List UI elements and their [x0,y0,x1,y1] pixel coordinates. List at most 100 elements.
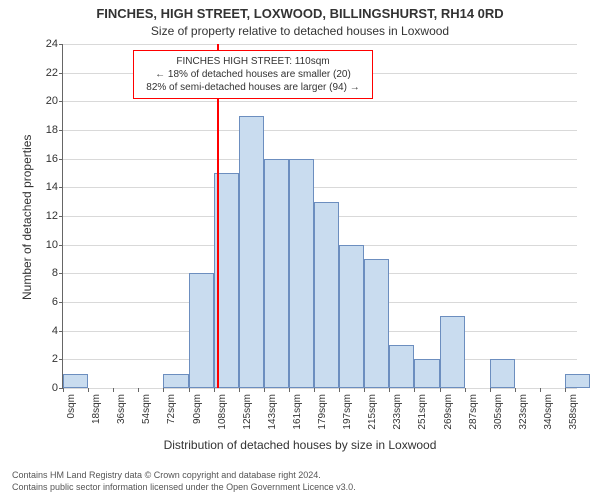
histogram-bar [565,374,590,388]
ytick-mark [59,245,63,246]
xtick-mark [163,388,164,392]
ytick-mark [59,331,63,332]
ytick-label: 20 [46,95,58,107]
xtick-label: 323sqm [518,394,529,430]
histogram-bar [339,245,364,388]
xtick-mark [389,388,390,392]
xtick-mark [339,388,340,392]
xtick-label: 269sqm [443,394,454,430]
xtick-label: 251sqm [417,394,428,430]
xtick-mark [113,388,114,392]
ytick-label: 4 [52,325,58,337]
annotation-line: FINCHES HIGH STREET: 110sqm [142,55,364,68]
histogram-bar [289,159,314,388]
xtick-label: 340sqm [543,394,554,430]
xtick-mark [214,388,215,392]
ytick-label: 0 [52,382,58,394]
ytick-label: 6 [52,296,58,308]
histogram-bar [163,374,188,388]
gridline-h [63,388,577,389]
ytick-label: 8 [52,267,58,279]
ytick-label: 18 [46,124,58,136]
gridline-h [63,101,577,102]
chart-title-line1: FINCHES, HIGH STREET, LOXWOOD, BILLINGSH… [0,6,600,21]
annotation-line: ← 18% of detached houses are smaller (20… [142,68,364,81]
annotation-line: 82% of semi-detached houses are larger (… [142,81,364,94]
xtick-mark [314,388,315,392]
xtick-label: 125sqm [242,394,253,430]
histogram-bar [389,345,414,388]
chart-container: FINCHES, HIGH STREET, LOXWOOD, BILLINGSH… [0,0,600,500]
xtick-mark [540,388,541,392]
xtick-mark [63,388,64,392]
xtick-label: 179sqm [317,394,328,430]
xtick-mark [515,388,516,392]
ytick-mark [59,101,63,102]
footer-line2: Contains public sector information licen… [12,482,588,494]
xtick-label: 54sqm [141,394,152,424]
xtick-label: 358sqm [568,394,579,430]
histogram-bar [264,159,289,388]
xtick-mark [289,388,290,392]
xtick-label: 197sqm [342,394,353,430]
xtick-label: 108sqm [217,394,228,430]
xtick-mark [88,388,89,392]
histogram-bar [440,316,465,388]
xtick-mark [465,388,466,392]
ytick-mark [59,216,63,217]
xtick-mark [440,388,441,392]
ytick-label: 14 [46,181,58,193]
x-axis-label: Distribution of detached houses by size … [0,438,600,452]
ytick-mark [59,359,63,360]
xtick-label: 305sqm [493,394,504,430]
xtick-label: 233sqm [392,394,403,430]
histogram-bar [63,374,88,388]
gridline-h [63,130,577,131]
ytick-label: 22 [46,67,58,79]
histogram-bar [239,116,264,388]
plot-area: 0246810121416182022240sqm18sqm36sqm54sqm… [62,44,577,389]
gridline-h [63,159,577,160]
xtick-mark [189,388,190,392]
histogram-bar [364,259,389,388]
xtick-mark [490,388,491,392]
ytick-mark [59,302,63,303]
ytick-mark [59,130,63,131]
xtick-label: 0sqm [66,394,77,418]
annotation-box: FINCHES HIGH STREET: 110sqm← 18% of deta… [133,50,373,99]
footer-line1: Contains HM Land Registry data © Crown c… [12,470,588,482]
xtick-mark [239,388,240,392]
y-axis-label: Number of detached properties [20,135,34,300]
xtick-label: 36sqm [116,394,127,424]
ytick-label: 16 [46,153,58,165]
ytick-label: 12 [46,210,58,222]
ytick-mark [59,44,63,45]
xtick-label: 90sqm [192,394,203,424]
xtick-label: 72sqm [166,394,177,424]
histogram-bar [414,359,439,388]
xtick-label: 18sqm [91,394,102,424]
xtick-label: 215sqm [367,394,378,430]
chart-title-line2: Size of property relative to detached ho… [0,24,600,38]
ytick-mark [59,273,63,274]
ytick-label: 10 [46,239,58,251]
gridline-h [63,187,577,188]
ytick-label: 24 [46,38,58,50]
histogram-bar [314,202,339,388]
histogram-bar [490,359,515,388]
footer-attribution: Contains HM Land Registry data © Crown c… [0,470,600,493]
xtick-label: 161sqm [292,394,303,430]
xtick-mark [565,388,566,392]
ytick-mark [59,187,63,188]
xtick-mark [364,388,365,392]
xtick-label: 287sqm [468,394,479,430]
ytick-label: 2 [52,353,58,365]
xtick-mark [138,388,139,392]
ytick-mark [59,73,63,74]
ytick-mark [59,159,63,160]
histogram-bar [189,273,214,388]
xtick-mark [264,388,265,392]
xtick-label: 143sqm [267,394,278,430]
xtick-mark [414,388,415,392]
gridline-h [63,44,577,45]
